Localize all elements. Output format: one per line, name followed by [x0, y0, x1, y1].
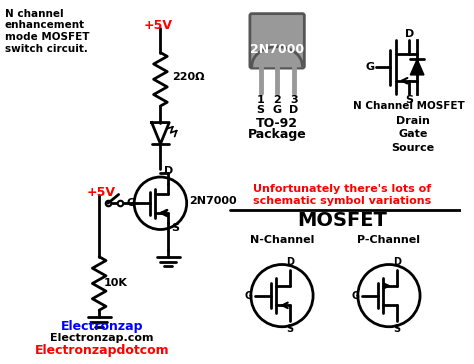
- Text: P-Channel: P-Channel: [357, 236, 420, 245]
- Text: Electronzap: Electronzap: [61, 320, 143, 333]
- Text: Electronzapdotcom: Electronzapdotcom: [35, 344, 169, 357]
- Text: 2N7000: 2N7000: [250, 43, 304, 56]
- Text: S: S: [256, 105, 264, 115]
- Text: N-Channel: N-Channel: [250, 236, 314, 245]
- Polygon shape: [410, 59, 424, 75]
- Text: 2N7000: 2N7000: [190, 196, 237, 206]
- Text: G: G: [126, 198, 135, 208]
- FancyBboxPatch shape: [250, 13, 304, 68]
- Text: G: G: [245, 290, 253, 301]
- Text: Package: Package: [248, 128, 307, 141]
- Text: 3: 3: [290, 95, 298, 105]
- Text: G: G: [352, 290, 360, 301]
- Text: Gate: Gate: [399, 129, 428, 139]
- Text: 10K: 10K: [104, 278, 128, 288]
- Text: D: D: [405, 29, 414, 39]
- Text: 2: 2: [273, 95, 281, 105]
- Text: MOSFET: MOSFET: [297, 211, 387, 230]
- Text: Drain: Drain: [396, 116, 430, 126]
- Text: N Channel MOSFET: N Channel MOSFET: [353, 101, 464, 111]
- Text: Unfortunately there's lots of: Unfortunately there's lots of: [253, 184, 431, 194]
- Text: TO-92: TO-92: [256, 117, 298, 130]
- Text: 220Ω: 220Ω: [172, 72, 205, 82]
- Text: +5V: +5V: [144, 19, 173, 32]
- Text: S: S: [393, 324, 400, 334]
- Text: D: D: [286, 257, 294, 268]
- Text: S: S: [405, 95, 413, 105]
- Text: G: G: [273, 105, 282, 115]
- Text: 1: 1: [257, 95, 264, 105]
- Text: D: D: [393, 257, 401, 268]
- Text: G: G: [365, 62, 374, 72]
- Text: S: S: [171, 223, 179, 233]
- Text: D: D: [164, 166, 173, 176]
- Text: N channel
enhancement
mode MOSFET
switch circuit.: N channel enhancement mode MOSFET switch…: [5, 9, 90, 54]
- Text: +5V: +5V: [87, 186, 116, 199]
- Text: Source: Source: [392, 143, 435, 153]
- Text: S: S: [286, 324, 293, 334]
- Text: D: D: [289, 105, 298, 115]
- Text: schematic symbol variations: schematic symbol variations: [253, 197, 431, 206]
- Text: Electronzap.com: Electronzap.com: [50, 333, 154, 343]
